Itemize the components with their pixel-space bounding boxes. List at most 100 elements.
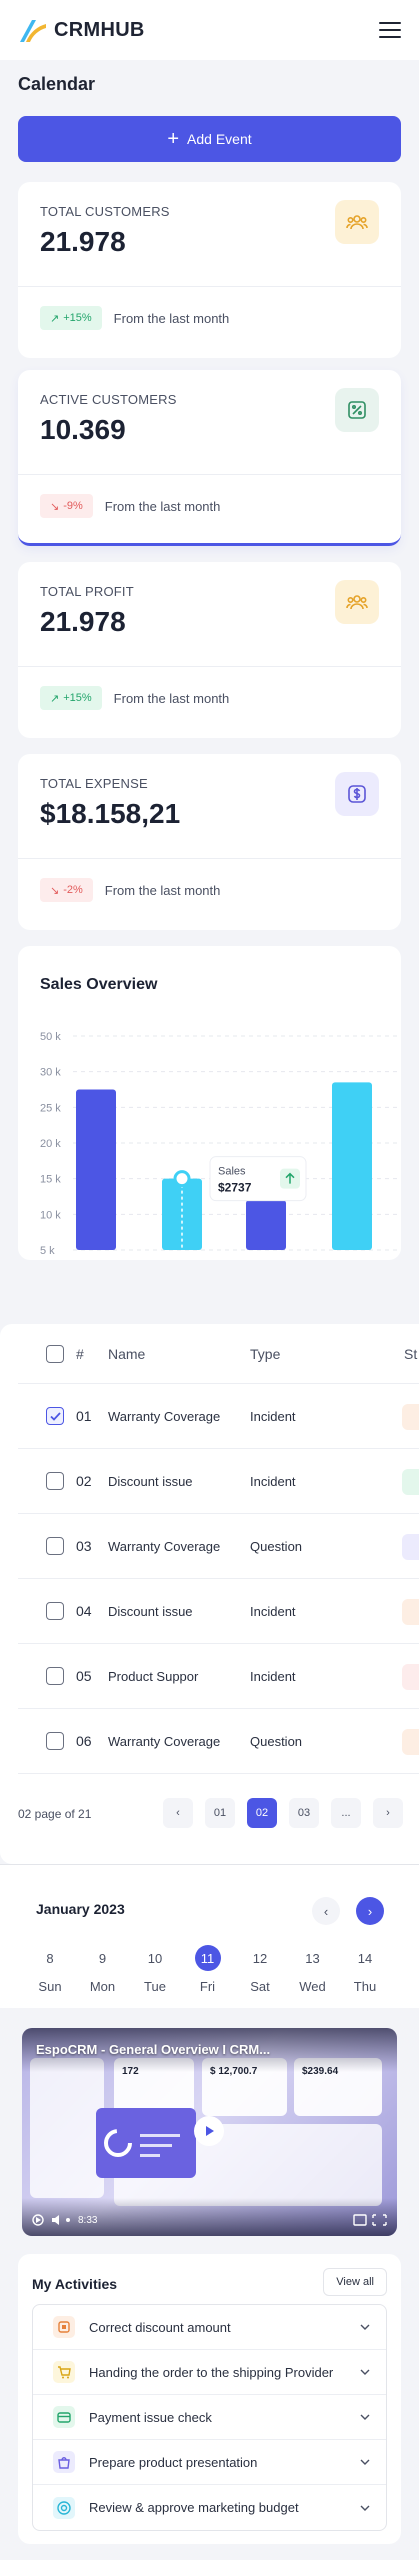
row-name[interactable]: Discount issue	[108, 1603, 193, 1619]
stat-label: TOTAL CUSTOMERS	[40, 204, 170, 219]
row-name[interactable]: Discount issue	[108, 1473, 193, 1489]
table-row[interactable]: 02 Discount issue Incident	[18, 1449, 419, 1514]
table-row[interactable]: 06 Warranty Coverage Question	[18, 1709, 419, 1774]
stat-value: 21.978	[40, 226, 126, 257]
row-number: 02	[76, 1473, 92, 1489]
col-type[interactable]: Type	[250, 1345, 281, 1362]
y-tick-label: 30 k	[40, 1067, 61, 1079]
divider	[18, 474, 401, 475]
divider	[18, 858, 401, 859]
table-row[interactable]: 04 Discount issue Incident	[18, 1579, 419, 1644]
prev-month-button[interactable]: ‹	[312, 1897, 340, 1925]
video-controls	[22, 2198, 397, 2236]
next-month-button[interactable]: ›	[356, 1897, 384, 1925]
row-type: Incident	[250, 1408, 296, 1424]
tag-icon	[53, 2316, 75, 2338]
stat-footer: ↘ -2% From the last month	[40, 878, 220, 902]
col-number[interactable]: #	[76, 1345, 84, 1362]
calendar-month: January 2023	[36, 1901, 125, 1917]
select-all-checkbox[interactable]	[46, 1344, 64, 1363]
chevron-down-icon[interactable]	[360, 2322, 370, 2332]
row-name[interactable]: Product Suppor	[108, 1668, 199, 1684]
col-name[interactable]: Name	[108, 1345, 146, 1362]
video-title-bar	[22, 2028, 397, 2072]
trend-down-icon: ↘	[50, 500, 60, 513]
day-name: Sun	[38, 1979, 62, 1994]
calendar-day[interactable]: 10 Tue	[135, 1945, 175, 1995]
row-name[interactable]: Warranty Coverage	[108, 1733, 221, 1749]
calendar-day[interactable]: 14 Thu	[345, 1945, 385, 1995]
row-checkbox[interactable]	[46, 1602, 64, 1620]
calendar-day[interactable]: 12 Sat	[240, 1945, 280, 1995]
add-event-label: Add Event	[187, 131, 252, 147]
y-tick-label: 5 k	[40, 1245, 55, 1257]
prev-page-button[interactable]: ‹	[163, 1798, 193, 1828]
view-all-button[interactable]: View all	[323, 2268, 387, 2296]
chevron-down-icon[interactable]	[360, 2412, 370, 2422]
stat-footer: ↗ +15% From the last month	[40, 686, 229, 710]
table-row[interactable]: 03 Warranty Coverage Question	[18, 1514, 419, 1579]
chevron-down-icon[interactable]	[360, 2457, 370, 2467]
change-value: +15%	[63, 312, 92, 324]
y-tick-label: 20 k	[40, 1138, 61, 1150]
table-row[interactable]: 05 Product Suppor Incident	[18, 1644, 419, 1709]
calendar-day[interactable]: 13 Wed	[293, 1945, 333, 1995]
video-player[interactable]: 172 $ 12,700.7 $239.64 EspoCRM - General…	[22, 2028, 397, 2236]
video-title[interactable]: EspoCRM - General Overview I CRM...	[36, 2042, 271, 2057]
day-number: 10	[147, 1950, 163, 1966]
play-icon	[206, 2126, 214, 2136]
tooltip-label: Sales	[218, 1166, 246, 1178]
play-button[interactable]	[194, 2116, 224, 2146]
row-checkbox[interactable]	[46, 1667, 64, 1685]
y-tick-label: 25 k	[40, 1102, 61, 1114]
row-name[interactable]: Warranty Coverage	[108, 1408, 221, 1424]
plus-icon: +	[167, 128, 180, 150]
status-badge	[402, 1664, 419, 1690]
y-tick-label: 10 k	[40, 1209, 61, 1221]
activity-item[interactable]: Payment issue check	[33, 2395, 386, 2440]
calendar-day[interactable]: 11 Fri	[188, 1945, 228, 1994]
activity-item[interactable]: Prepare product presentation	[33, 2440, 386, 2485]
row-checkbox[interactable]	[46, 1472, 64, 1490]
activity-item[interactable]: Correct discount amount	[33, 2305, 386, 2350]
chevron-down-icon[interactable]	[360, 2367, 370, 2377]
tooltip-marker	[173, 1170, 191, 1188]
change-note: From the last month	[113, 690, 230, 706]
page-button[interactable]: ...	[331, 1798, 361, 1828]
row-checkbox[interactable]	[46, 1537, 64, 1555]
sales-overview-card: Sales Overview 5 k 10 k 15 k 20 k 25 k 30 k 50…	[18, 946, 401, 1260]
day-name: Sat	[250, 1979, 270, 1994]
activities-list: Correct discount amount Handing the order…	[32, 2304, 387, 2531]
calendar-day[interactable]: 8 Sun	[30, 1945, 70, 1995]
chevron-down-icon[interactable]	[360, 2503, 370, 2513]
stat-card-total-profit: TOTAL PROFIT 21.978 ↗ +15% From the last …	[18, 562, 401, 738]
row-type: Incident	[250, 1668, 296, 1684]
logo-icon	[20, 20, 46, 42]
day-name: Mon	[89, 1979, 116, 1994]
next-page-button[interactable]: ›	[373, 1798, 403, 1828]
day-name: Thu	[353, 1979, 377, 1994]
day-number: 13	[305, 1950, 320, 1966]
page-button[interactable]: 01	[205, 1798, 235, 1828]
row-checkbox[interactable]	[46, 1407, 64, 1425]
stat-value: 10.369	[40, 414, 126, 445]
page-button[interactable]: 02	[247, 1798, 277, 1828]
stat-label: TOTAL PROFIT	[40, 584, 134, 599]
calendar-day[interactable]: 9 Mon	[83, 1945, 123, 1995]
activity-item[interactable]: Review & approve marketing budget	[33, 2485, 386, 2530]
row-name[interactable]: Warranty Coverage	[108, 1538, 221, 1554]
add-event-button[interactable]: + Add Event	[18, 116, 401, 162]
percent-icon	[335, 388, 379, 432]
change-note: From the last month	[104, 882, 221, 898]
fullscreen-icon[interactable]	[353, 2214, 387, 2226]
activity-item[interactable]: Handing the order to the shipping Provid…	[33, 2350, 386, 2395]
col-status[interactable]: St	[404, 1345, 418, 1362]
hamburger-menu-icon[interactable]	[379, 22, 401, 38]
page-button[interactable]: 03	[289, 1798, 319, 1828]
bar-jan	[76, 1089, 116, 1250]
video-control-icons[interactable]	[32, 2214, 72, 2226]
table-row[interactable]: 01 Warranty Coverage Incident	[18, 1384, 419, 1449]
brand-logo[interactable]: CRMHUB	[18, 16, 145, 44]
sales-chart: 5 k10 k15 k20 k25 k30 k50 kJanFebMarAprS…	[40, 1031, 401, 1257]
row-checkbox[interactable]	[46, 1732, 64, 1750]
